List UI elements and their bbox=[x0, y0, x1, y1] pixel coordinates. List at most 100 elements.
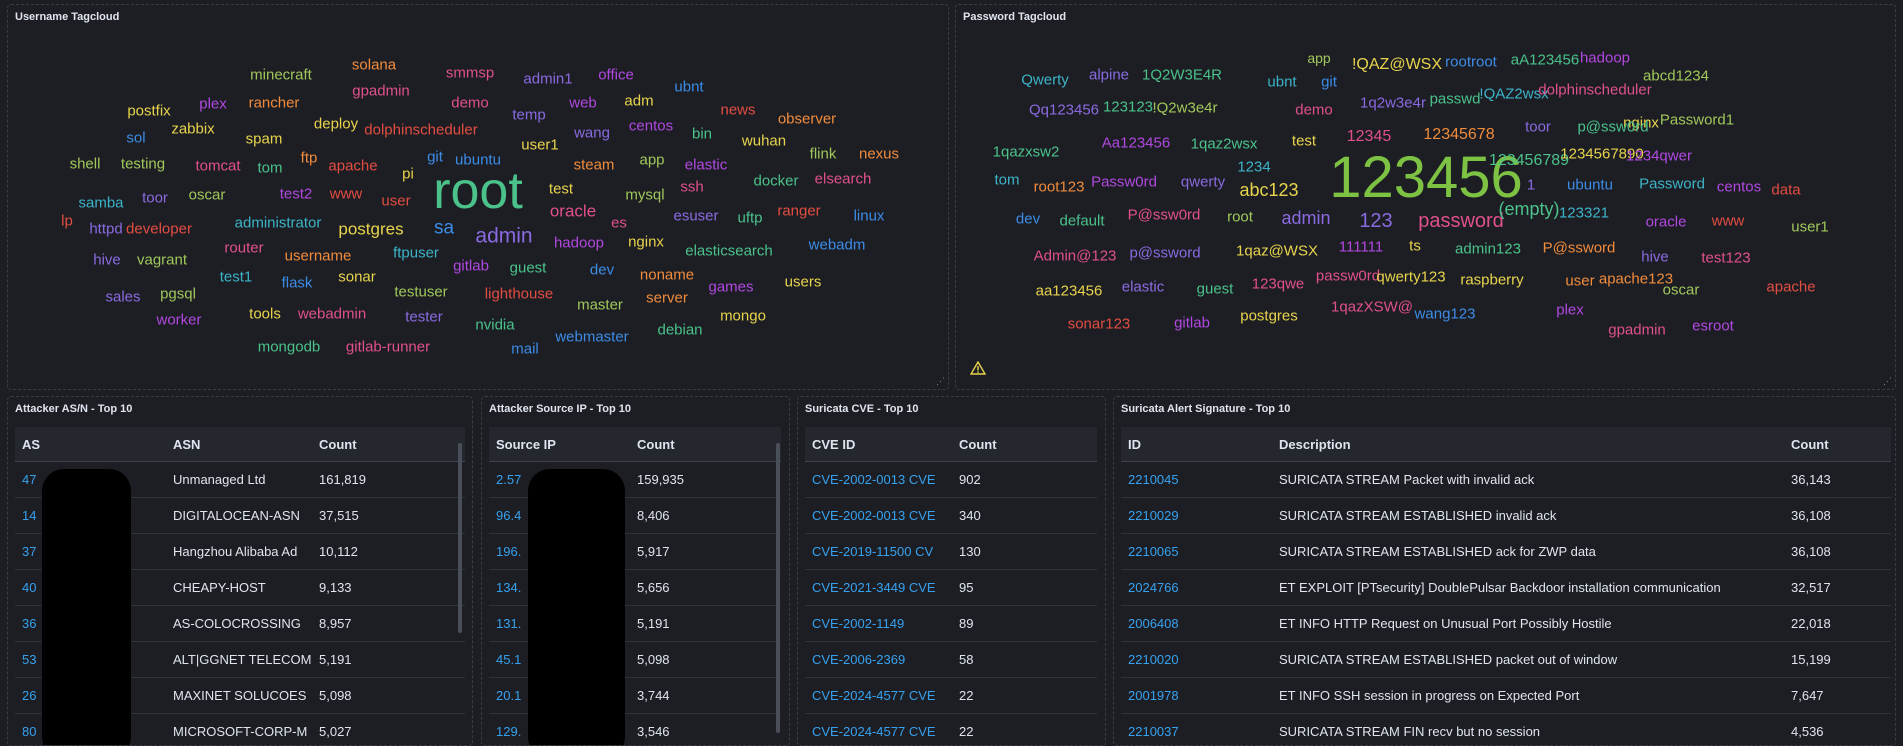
tag-word[interactable]: test2 bbox=[280, 187, 313, 202]
tag-word[interactable]: 123qwe bbox=[1252, 277, 1305, 292]
tag-word[interactable]: noname bbox=[640, 268, 694, 283]
tag-word[interactable]: app bbox=[639, 153, 664, 168]
tag-word[interactable]: postfix bbox=[127, 104, 170, 119]
scrollbar[interactable] bbox=[458, 443, 462, 633]
tag-word[interactable]: 111111 bbox=[1339, 240, 1384, 255]
tag-word[interactable]: rootroot bbox=[1445, 55, 1497, 70]
tag-word[interactable]: default bbox=[1059, 214, 1104, 229]
tag-word[interactable]: router bbox=[224, 241, 263, 256]
tag-word[interactable]: master bbox=[577, 298, 623, 313]
tag-word[interactable]: centos bbox=[1717, 180, 1761, 195]
tag-word[interactable]: office bbox=[598, 68, 634, 83]
tag-word[interactable]: 1q2w3e4r bbox=[1360, 96, 1426, 111]
tag-word[interactable]: demo bbox=[1295, 103, 1333, 118]
tag-word[interactable]: nvidia bbox=[475, 318, 514, 333]
tag-word[interactable]: apache bbox=[1766, 280, 1815, 295]
tag-word[interactable]: plex bbox=[199, 97, 227, 112]
tag-word[interactable]: admin bbox=[475, 226, 532, 247]
tag-word[interactable]: esuser bbox=[673, 209, 718, 224]
tag-word[interactable]: oscar bbox=[1663, 283, 1700, 298]
tag-word[interactable]: mongodb bbox=[258, 340, 321, 355]
tag-word[interactable]: vagrant bbox=[137, 253, 187, 268]
tag-word[interactable]: hadoop bbox=[554, 236, 604, 251]
tag-word[interactable]: demo bbox=[451, 96, 489, 111]
resize-handle-icon[interactable]: ⋰ bbox=[1883, 376, 1892, 387]
tag-word[interactable]: tomcat bbox=[195, 159, 240, 174]
tag-word[interactable]: Qwerty bbox=[1021, 73, 1069, 88]
tag-word[interactable]: git bbox=[1321, 75, 1337, 90]
tag-word[interactable]: 1qaz2wsx bbox=[1191, 137, 1258, 152]
tag-word[interactable]: 1234 bbox=[1237, 160, 1270, 175]
tag-word[interactable]: testing bbox=[121, 157, 165, 172]
table-cell-link[interactable]: CVE-2002-1149 bbox=[805, 606, 952, 642]
warning-icon[interactable] bbox=[970, 361, 986, 375]
tag-word[interactable]: lp bbox=[61, 214, 73, 229]
table-cell-link[interactable]: 2024766 bbox=[1121, 570, 1272, 606]
tag-word[interactable]: hive bbox=[1641, 250, 1669, 265]
tag-word[interactable]: admin bbox=[1281, 209, 1330, 227]
tag-word[interactable]: spam bbox=[246, 132, 283, 147]
tag-word[interactable]: tom bbox=[257, 161, 282, 176]
column-header-count[interactable]: Count bbox=[630, 427, 781, 462]
tag-word[interactable]: uftp bbox=[737, 211, 762, 226]
tag-word[interactable]: httpd bbox=[89, 222, 122, 237]
tag-word[interactable]: abc123 bbox=[1239, 181, 1298, 199]
tag-word[interactable]: elasticsearch bbox=[685, 244, 773, 259]
tag-word[interactable]: mail bbox=[511, 342, 539, 357]
tag-word[interactable]: 123 bbox=[1359, 211, 1392, 231]
column-header-count[interactable]: Count bbox=[1784, 427, 1891, 462]
column-header-count[interactable]: Count bbox=[312, 427, 465, 462]
tag-word[interactable]: admin1 bbox=[523, 72, 572, 87]
tag-word[interactable]: aa123456 bbox=[1036, 284, 1103, 299]
column-header-source-ip[interactable]: Source IP bbox=[489, 427, 630, 462]
tag-word[interactable]: Admin@123 bbox=[1034, 249, 1117, 264]
tag-word[interactable]: postgres bbox=[1240, 309, 1298, 324]
tag-word[interactable]: www bbox=[330, 187, 363, 202]
tag-word[interactable]: test1 bbox=[220, 270, 253, 285]
tag-word[interactable]: www bbox=[1712, 214, 1745, 229]
tag-word[interactable]: Passw0rd bbox=[1091, 175, 1157, 190]
scrollbar[interactable] bbox=[776, 443, 780, 733]
tag-word[interactable]: gitlab-runner bbox=[346, 340, 430, 355]
tag-word[interactable]: mysql bbox=[625, 188, 664, 203]
tag-word[interactable]: temp bbox=[512, 108, 545, 123]
table-cell-link[interactable]: CVE-2006-2369 bbox=[805, 642, 952, 678]
tag-word[interactable]: webadm bbox=[809, 238, 866, 253]
tag-word[interactable]: dev bbox=[590, 263, 614, 278]
tag-word[interactable]: gpadmin bbox=[1608, 323, 1666, 338]
tag-word[interactable]: qwerty bbox=[1181, 175, 1225, 190]
table-cell-link[interactable]: 2210029 bbox=[1121, 498, 1272, 534]
tag-word[interactable]: flink bbox=[810, 147, 837, 162]
tag-word[interactable]: sonar bbox=[338, 270, 376, 285]
tag-word[interactable]: gitlab bbox=[453, 259, 489, 274]
tag-word[interactable]: elastic bbox=[685, 158, 728, 173]
tag-word[interactable]: root bbox=[433, 165, 523, 217]
tag-word[interactable]: !Q2w3e4r bbox=[1152, 101, 1217, 116]
tag-word[interactable]: 123123 bbox=[1103, 100, 1153, 115]
resize-handle-icon[interactable]: ⋰ bbox=[936, 376, 945, 387]
tag-word[interactable]: (empty) bbox=[1498, 200, 1559, 218]
tag-word[interactable]: webadmin bbox=[298, 307, 366, 322]
tag-word[interactable]: gpadmin bbox=[352, 84, 410, 99]
column-header-asn[interactable]: ASN bbox=[166, 427, 312, 462]
tag-word[interactable]: !QAZ@WSX bbox=[1352, 57, 1442, 73]
tag-word[interactable]: root123 bbox=[1034, 180, 1085, 195]
tag-word[interactable]: debian bbox=[657, 323, 702, 338]
tag-word[interactable]: administrator bbox=[235, 216, 322, 231]
tag-word[interactable]: zabbix bbox=[171, 122, 214, 137]
tag-word[interactable]: 1qazXSW@ bbox=[1331, 300, 1413, 315]
tag-word[interactable]: p@ssword bbox=[1129, 246, 1200, 261]
tag-word[interactable]: docker bbox=[753, 174, 798, 189]
tag-word[interactable]: qwerty123 bbox=[1376, 270, 1445, 285]
tag-word[interactable]: 1234qwer bbox=[1626, 149, 1692, 164]
tag-word[interactable]: wang123 bbox=[1415, 307, 1476, 322]
tag-word[interactable]: guest bbox=[510, 261, 547, 276]
tag-word[interactable]: elastic bbox=[1122, 280, 1165, 295]
tag-word[interactable]: oscar bbox=[189, 188, 226, 203]
tag-word[interactable]: wang bbox=[574, 126, 610, 141]
tag-word[interactable]: data bbox=[1771, 183, 1800, 198]
tag-word[interactable]: ts bbox=[1409, 239, 1421, 254]
table-cell-link[interactable]: CVE-2024-4577 CVE bbox=[805, 714, 952, 746]
tag-word[interactable]: wuhan bbox=[742, 134, 786, 149]
tag-word[interactable]: user1 bbox=[1791, 220, 1829, 235]
